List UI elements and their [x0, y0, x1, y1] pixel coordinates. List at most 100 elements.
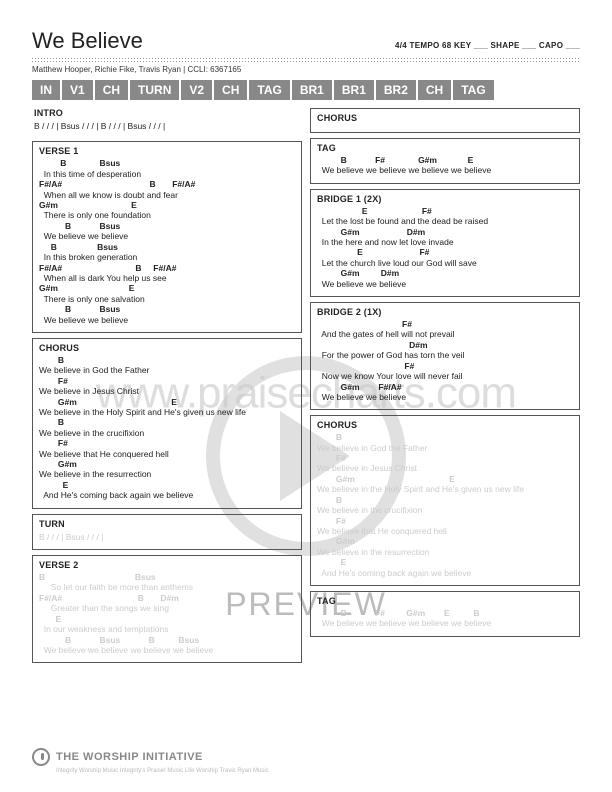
chord-line: E F#	[317, 248, 573, 257]
chord-line: B F# G#m E B	[317, 609, 573, 618]
song-title: We Believe	[32, 28, 143, 54]
lyric-line: B / / / | Bsus / / / | B / / / | Bsus / …	[34, 121, 300, 132]
chord-line: D#m	[317, 341, 573, 350]
section-head: BRIDGE 1 (2X)	[317, 194, 573, 204]
section-chip: BR1	[334, 80, 374, 100]
section-chip: TAG	[453, 80, 493, 100]
lyric-line: B / / / | Bsus / / / |	[39, 532, 295, 543]
lyric-line: And He's coming back again we believe	[39, 490, 295, 501]
lyric-line: We believe in the crucifixion	[317, 505, 573, 516]
lyric-line: We believe we believe	[317, 279, 573, 290]
lyric-line: We believe we believe	[39, 231, 295, 242]
lyric-line: We believe in God the Father	[317, 443, 573, 454]
chord-line: F#	[317, 320, 573, 329]
chord-line: F#	[317, 517, 573, 526]
footer-title: THE WORSHIP INITIATIVE	[56, 751, 203, 763]
chord-line: G#m E	[317, 475, 573, 484]
section-chip: BR2	[376, 80, 416, 100]
section-block: INTRO B / / / | Bsus / / / | B / / / | Bs…	[32, 108, 302, 136]
section-block: CHORUS	[310, 108, 580, 133]
chord-line: F#/A# B F#/A#	[39, 180, 295, 189]
lyric-line: We believe in Jesus Christ	[39, 386, 295, 397]
lyric-line: We believe we believe	[39, 315, 295, 326]
section-head: VERSE 2	[39, 560, 295, 570]
chord-line: B Bsus	[39, 243, 295, 252]
footer-logo-icon	[32, 748, 50, 766]
lyric-line: Greater than the songs we sing	[39, 603, 295, 614]
lyric-line: Now we know Your love will never fail	[317, 371, 573, 382]
chord-line: G#m D#m	[317, 269, 573, 278]
lyric-line: Let the lost be found and the dead be ra…	[317, 216, 573, 227]
lyric-line: We believe in God the Father	[39, 365, 295, 376]
columns: INTRO B / / / | Bsus / / / | B / / / | Bs…	[32, 108, 580, 663]
chord-line: B	[317, 433, 573, 442]
section-head: TAG	[317, 143, 573, 153]
lyric-line: We believe we believe we believe we beli…	[317, 165, 573, 176]
section-head: TURN	[39, 519, 295, 529]
lyric-line: In our weakness and temptations	[39, 624, 295, 635]
chord-line: E F#	[317, 207, 573, 216]
lyric-line: We believe that He conquered hell	[317, 526, 573, 537]
lyric-line: We believe we believe we believe we beli…	[317, 618, 573, 629]
chord-line: B Bsus	[39, 305, 295, 314]
chord-line: E	[39, 481, 295, 490]
lyric-line: We believe in the resurrection	[39, 469, 295, 480]
section-head: BRIDGE 2 (1X)	[317, 307, 573, 317]
lyric-line: We believe in the resurrection	[317, 547, 573, 558]
song-meta: 4/4 TEMPO 68 KEY ___ SHAPE ___ CAPO ___	[395, 41, 580, 50]
chord-line: G#m F#/A#	[317, 383, 573, 392]
section-head: CHORUS	[39, 343, 295, 353]
chord-line: E	[39, 615, 295, 624]
lyric-line: We believe we believe we believe we beli…	[39, 645, 295, 656]
chord-line: F#	[39, 377, 295, 386]
sections-bar: INV1CHTURNV2CHTAGBR1BR1BR2CHTAG	[32, 80, 580, 100]
header-divider	[32, 58, 580, 62]
lyric-line: And He's coming back again we believe	[317, 568, 573, 579]
chord-line: F#	[317, 454, 573, 463]
chord-line: F#/A# B F#/A#	[39, 264, 295, 273]
chord-line: B	[39, 356, 295, 365]
lyric-line: We believe that He conquered hell	[39, 449, 295, 460]
lyric-line: In this broken generation	[39, 252, 295, 263]
section-block: TAG B F# G#m E B We believe we believe w…	[310, 591, 580, 637]
chord-line: F#	[317, 362, 573, 371]
section-head: INTRO	[34, 108, 300, 118]
lyric-line: We believe in the Holy Spirit and He's g…	[317, 484, 573, 495]
footer-sub: Integrity Worship Music Integrity's Prai…	[56, 768, 269, 774]
chord-line: B F# G#m E	[317, 156, 573, 165]
chord-line: B Bsus B Bsus	[39, 636, 295, 645]
section-head: VERSE 1	[39, 146, 295, 156]
section-chip: CH	[418, 80, 451, 100]
section-block: CHORUS BWe believe in God the Father F#W…	[32, 338, 302, 509]
chord-line: B Bsus	[39, 222, 295, 231]
chord-line: G#m D#m	[317, 228, 573, 237]
section-block: TAG B F# G#m E We believe we believe we …	[310, 138, 580, 184]
chord-line: G#m E	[39, 284, 295, 293]
section-block: BRIDGE 2 (1X) F# And the gates of hell w…	[310, 302, 580, 410]
section-head: CHORUS	[317, 420, 573, 430]
chord-line: G#m E	[39, 201, 295, 210]
lyric-line: We believe in the crucifixion	[39, 428, 295, 439]
section-block: TURN B / / / | Bsus / / / |	[32, 514, 302, 550]
section-chip: CH	[95, 80, 128, 100]
chord-line: G#m	[39, 460, 295, 469]
chord-line: E	[317, 558, 573, 567]
column-right: CHORUS TAG B F# G#m E We believe we belie…	[310, 108, 580, 663]
chord-line: F#/A# B D#m	[39, 594, 295, 603]
section-chip: BR1	[292, 80, 332, 100]
column-left: INTRO B / / / | Bsus / / / | B / / / | Bs…	[32, 108, 302, 663]
chord-line: F#	[39, 439, 295, 448]
section-head: CHORUS	[317, 113, 573, 123]
section-chip: TAG	[249, 80, 289, 100]
section-block: VERSE 2B Bsus So let our faith be more t…	[32, 555, 302, 663]
section-head: TAG	[317, 596, 573, 606]
header: We Believe 4/4 TEMPO 68 KEY ___ SHAPE __…	[32, 28, 580, 74]
lyric-line: We believe in the Holy Spirit and He's g…	[39, 407, 295, 418]
chord-line: B Bsus	[39, 573, 295, 582]
section-chip: TURN	[130, 80, 179, 100]
lyric-line: We believe we believe	[317, 392, 573, 403]
section-block: BRIDGE 1 (2X) E F# Let the lost be found…	[310, 189, 580, 297]
chord-line: B Bsus	[39, 159, 295, 168]
lyric-line: For the power of God has torn the veil	[317, 350, 573, 361]
section-chip: V1	[62, 80, 93, 100]
